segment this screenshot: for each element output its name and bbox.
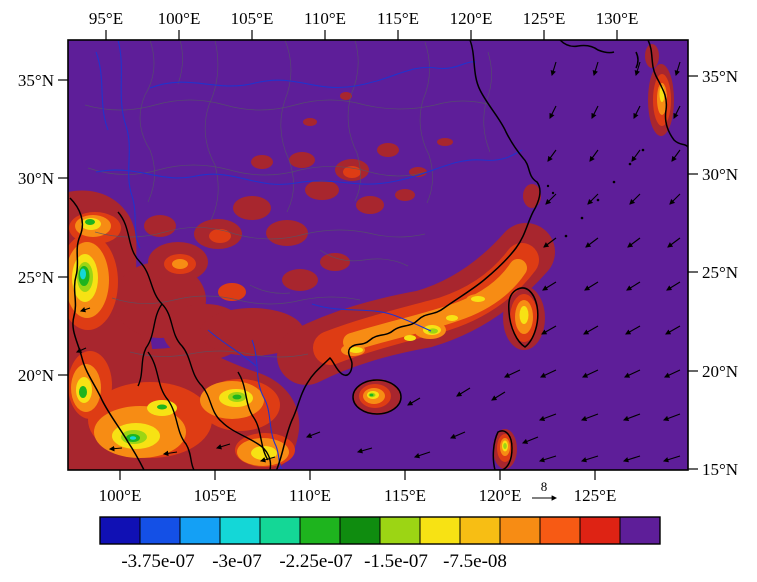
tick-label: 20°N: [702, 362, 738, 381]
colorbar-label: -3e-07: [212, 551, 262, 572]
tick-label: 110°E: [304, 9, 346, 28]
tick-label: 15°N: [702, 460, 738, 479]
tick-label: 120°E: [450, 9, 493, 28]
colorbar-swatch: [539, 516, 581, 545]
colorbar-swatch: [139, 516, 181, 545]
colorbar-label: -7.5e-08: [443, 551, 507, 572]
tick-label: 130°E: [596, 9, 639, 28]
tick-label: 110°E: [289, 486, 331, 505]
tick-label: 25°N: [702, 263, 738, 282]
tick-label: 95°E: [89, 9, 123, 28]
colorbar-label: -3.75e-07: [121, 551, 194, 572]
colorbar-swatch: [499, 516, 541, 545]
rivers: [95, 40, 523, 470]
colorbar-swatch: [579, 516, 621, 545]
colorbar-swatch: [99, 516, 141, 545]
colorbar-frame: [99, 516, 661, 545]
tick-label: 35°N: [702, 67, 738, 86]
colorbar-swatch: [459, 516, 501, 545]
colorbar-label: -1.5e-07: [364, 551, 428, 572]
colorbar-label: -2.25e-07: [279, 551, 352, 572]
colorbar-swatch: [379, 516, 421, 545]
vector-reference-label: 8: [541, 479, 548, 494]
tick-label: 115°E: [377, 9, 419, 28]
tick-label: 35°N: [18, 71, 54, 90]
colorbar-swatch: [299, 516, 341, 545]
colorbar-swatch: [619, 516, 661, 545]
axis-ticks: [58, 30, 698, 480]
tick-label: 105°E: [194, 486, 237, 505]
plot-frame: [67, 39, 689, 471]
vector-reference: 8: [532, 479, 558, 501]
colorbar: -3.75e-07 -3e-07 -2.25e-07 -1.5e-07 -7.5…: [99, 516, 661, 572]
island-dots: [546, 148, 645, 238]
colorbar-swatch: [179, 516, 221, 545]
colorbar-swatch: [219, 516, 261, 545]
tick-label: 125°E: [574, 486, 617, 505]
coastlines: [69, 40, 688, 470]
tick-label: 120°E: [479, 486, 522, 505]
colorbar-swatch: [259, 516, 301, 545]
tick-label: 100°E: [99, 486, 142, 505]
tick-label: 25°N: [18, 268, 54, 287]
province-boundaries: [84, 40, 492, 358]
tick-label: 20°N: [18, 366, 54, 385]
national-boundaries: [117, 211, 272, 470]
tick-label: 30°N: [702, 165, 738, 184]
wind-vectors: [75, 61, 681, 463]
colorbar-swatch: [339, 516, 381, 545]
tick-label: 30°N: [18, 169, 54, 188]
tick-label: 105°E: [231, 9, 274, 28]
colorbar-swatch: [419, 516, 461, 545]
tick-label: 125°E: [523, 9, 566, 28]
tick-label: 115°E: [384, 486, 426, 505]
axis-labels: 95°E 100°E 105°E 110°E 115°E 120°E 125°E…: [18, 9, 738, 505]
tick-label: 100°E: [158, 9, 201, 28]
map-plot: [68, 40, 688, 470]
